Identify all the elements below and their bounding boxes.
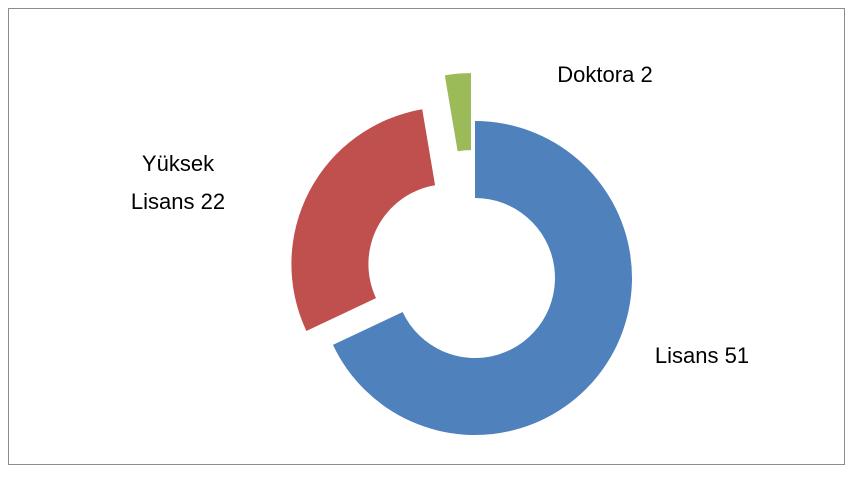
label-category: Doktora — [557, 62, 635, 87]
data-label: Lisans 51 — [632, 337, 772, 375]
donut-slice — [444, 73, 471, 152]
data-label: Yüksek Lisans 22 — [118, 145, 238, 221]
label-value: 51 — [724, 343, 750, 368]
label-value: 2 — [640, 62, 653, 87]
label-category: Yüksek Lisans — [130, 151, 215, 214]
donut-slice — [291, 109, 436, 331]
donut-slice — [332, 121, 632, 435]
label-category: Lisans — [654, 343, 719, 368]
label-value: 22 — [200, 189, 226, 214]
data-label: Doktora 2 — [535, 56, 675, 94]
